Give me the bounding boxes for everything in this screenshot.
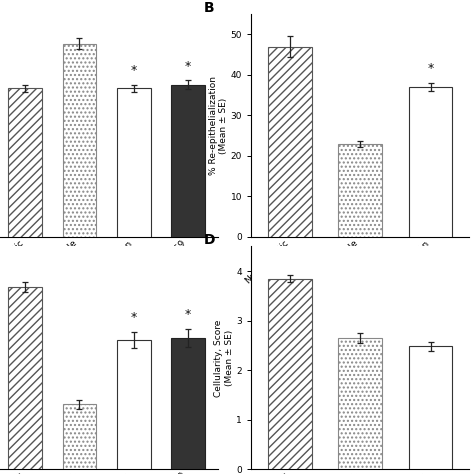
Bar: [409, 346, 452, 469]
Bar: [409, 87, 452, 237]
Text: *: *: [131, 311, 137, 324]
Bar: [171, 85, 205, 237]
Bar: [338, 144, 382, 237]
Bar: [9, 287, 42, 469]
Bar: [117, 89, 151, 237]
Bar: [117, 340, 151, 469]
Text: B: B: [203, 1, 214, 15]
Bar: [63, 404, 96, 469]
Bar: [63, 44, 96, 237]
Bar: [268, 279, 312, 469]
Bar: [171, 337, 205, 469]
Bar: [9, 89, 42, 237]
Text: *: *: [428, 62, 434, 75]
Text: D: D: [203, 233, 215, 247]
Text: *: *: [185, 308, 191, 321]
Y-axis label: % Re-epithelialization
(Mean ± SE): % Re-epithelialization (Mean ± SE): [209, 76, 228, 175]
Y-axis label: Cellularity, Score
(Mean ± SE): Cellularity, Score (Mean ± SE): [214, 319, 234, 397]
Bar: [268, 46, 312, 237]
Bar: [338, 338, 382, 469]
Text: *: *: [185, 60, 191, 73]
Text: *: *: [131, 64, 137, 77]
